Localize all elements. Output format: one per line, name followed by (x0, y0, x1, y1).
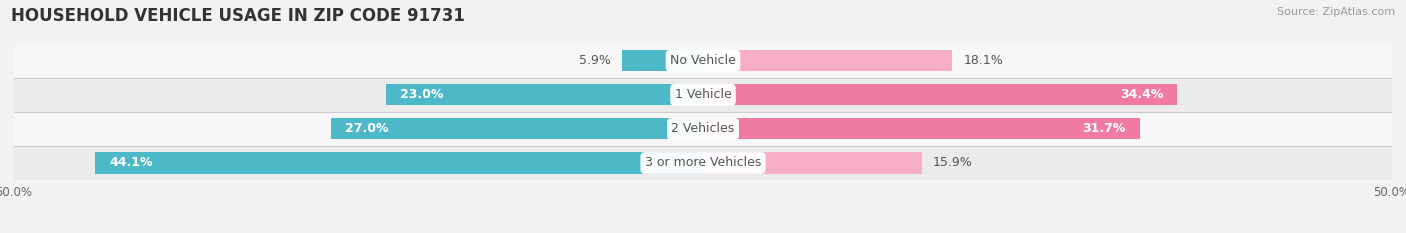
Bar (14, 78, 1392, 112)
Bar (14, 44, 1392, 78)
Text: 31.7%: 31.7% (1083, 122, 1126, 135)
Text: 23.0%: 23.0% (399, 88, 443, 101)
Bar (703, 84, 1177, 105)
Text: No Vehicle: No Vehicle (671, 54, 735, 67)
Text: 18.1%: 18.1% (963, 54, 1002, 67)
Text: 5.9%: 5.9% (579, 54, 610, 67)
Bar (14, 112, 1392, 146)
Bar (703, 152, 922, 174)
Text: 1 Vehicle: 1 Vehicle (675, 88, 731, 101)
Text: 44.1%: 44.1% (110, 157, 153, 169)
Bar (330, 118, 703, 140)
Text: 3 or more Vehicles: 3 or more Vehicles (645, 157, 761, 169)
Text: 34.4%: 34.4% (1119, 88, 1163, 101)
Bar (703, 50, 952, 71)
Bar (14, 146, 1392, 180)
Bar (96, 152, 703, 174)
Text: 2 Vehicles: 2 Vehicles (672, 122, 734, 135)
Text: 27.0%: 27.0% (344, 122, 388, 135)
Bar (387, 84, 703, 105)
Text: Source: ZipAtlas.com: Source: ZipAtlas.com (1277, 7, 1395, 17)
Bar (703, 118, 1140, 140)
Text: 15.9%: 15.9% (934, 157, 973, 169)
Bar (621, 50, 703, 71)
Text: HOUSEHOLD VEHICLE USAGE IN ZIP CODE 91731: HOUSEHOLD VEHICLE USAGE IN ZIP CODE 9173… (11, 7, 465, 25)
